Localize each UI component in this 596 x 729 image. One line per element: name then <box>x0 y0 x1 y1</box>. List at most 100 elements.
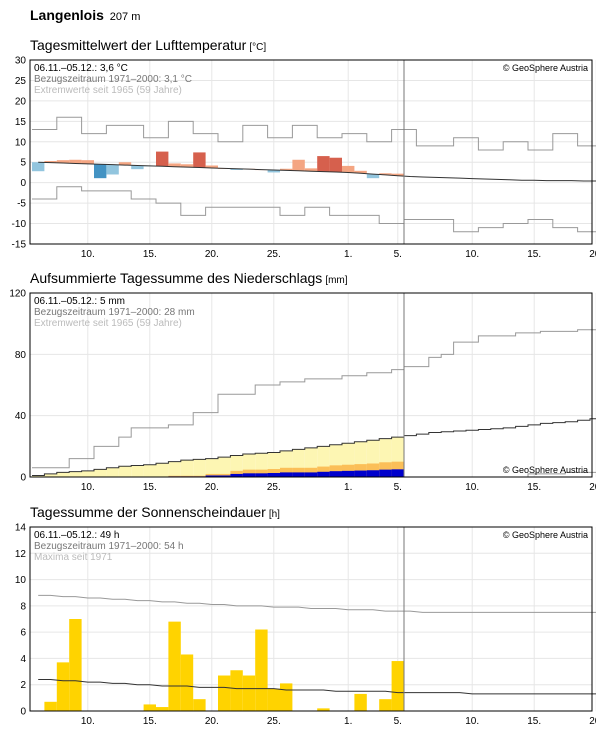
temp-ytick-label: 10 <box>15 137 27 148</box>
temperature-title-unit: [°C] <box>249 42 267 53</box>
precip-cumulative-bar <box>218 475 231 477</box>
sun-xtick-label: 20. <box>205 716 219 727</box>
precip-cumulative-bar <box>366 470 380 477</box>
temp-legend-normal: Bezugszeitraum 1971–2000: 3,1 °C <box>34 74 192 85</box>
sun-ytick-label: 12 <box>15 549 27 560</box>
sun-ytick-label: 4 <box>20 654 26 665</box>
precip-current-area <box>180 475 194 477</box>
sun-bar <box>267 688 280 711</box>
sunshine-title-unit: [h] <box>268 509 280 520</box>
precip-cumulative-bar <box>329 471 342 477</box>
precip-xtick-label: 15. <box>143 482 157 493</box>
sun-xtick-label: 20. <box>589 716 596 727</box>
precip-normal-area <box>131 465 144 477</box>
station-name: Langenlois <box>30 7 104 23</box>
precip-cumulative-bar <box>391 469 404 477</box>
precip-xtick-label: 5. <box>394 482 402 493</box>
temp-bar <box>168 163 181 167</box>
precipitation-chart-title: Aufsummierte Tagessumme des Niederschlag… <box>30 270 348 286</box>
sun-bar <box>230 670 243 711</box>
station-header: Langenlois 207 m <box>30 7 140 23</box>
precip-normal-area <box>118 466 132 477</box>
temp-bar <box>156 151 169 167</box>
sun-bar <box>180 654 194 711</box>
temp-normal-line <box>38 161 596 182</box>
precip-normal-area <box>106 467 119 477</box>
temp-bar <box>56 160 70 164</box>
precip-normal-area <box>156 463 169 477</box>
precip-current-area <box>193 475 206 477</box>
temp-legend-current: 06.11.–05.12.: 3,6 °C <box>34 63 128 74</box>
sun-bar <box>317 708 330 711</box>
sun-xtick-label: 15. <box>143 716 157 727</box>
sun-maxima-line <box>38 594 596 613</box>
precip-ytick-label: 120 <box>9 289 26 300</box>
precip-normal-area <box>56 472 70 477</box>
sun-xtick-label: 10. <box>465 716 479 727</box>
sun-ytick-label: 0 <box>20 707 26 718</box>
temp-bar <box>366 174 380 179</box>
temp-bar <box>280 168 293 171</box>
temperature-title-text: Tagesmittelwert der Lufttemperatur <box>30 37 247 53</box>
temp-bar <box>230 168 243 170</box>
temp-copyright: © GeoSphere Austria <box>503 63 588 73</box>
precip-current-area <box>168 475 181 477</box>
temp-bar <box>118 162 132 166</box>
temp-bar <box>342 165 355 173</box>
temp-bar <box>205 165 218 168</box>
temp-bar <box>354 170 367 174</box>
temp-bar <box>267 169 280 173</box>
sun-bar <box>168 621 181 711</box>
sunshine-chart: 0 2 4 6 8 10 12 14 10. 15. 20. 25. 1. 5. 10. 15. 20. 06.1… <box>15 523 596 727</box>
sun-bar <box>143 704 156 711</box>
precip-cumulative-bar <box>342 470 355 477</box>
sunshine-chart-title: Tagessumme der Sonnenscheindauer [h] <box>30 504 280 520</box>
temp-bar <box>304 168 318 172</box>
precip-ytick-label: 80 <box>15 350 27 361</box>
precip-cumulative-bar <box>205 475 218 477</box>
sun-legend-current: 06.11.–05.12.: 49 h <box>34 530 119 541</box>
precip-normal-area <box>218 457 231 477</box>
sun-bar <box>156 707 169 711</box>
sun-bar <box>255 629 268 711</box>
sun-xtick-label: 15. <box>527 716 541 727</box>
precip-ytick-label: 40 <box>15 411 27 422</box>
temp-bar <box>180 164 194 168</box>
precip-xtick-label: 1. <box>344 482 352 493</box>
temp-xtick-label: 15. <box>527 249 541 260</box>
temp-bar <box>391 173 404 176</box>
sun-xtick-label: 5. <box>394 716 402 727</box>
precip-extreme-max-line <box>32 329 596 469</box>
temp-xtick-label: 10. <box>81 249 95 260</box>
sun-bar <box>218 675 231 711</box>
sun-bar <box>193 699 206 711</box>
temp-ytick-label: 0 <box>20 178 26 189</box>
precip-cumulative-bar <box>292 472 305 477</box>
precip-normal-area <box>180 460 194 477</box>
temp-xtick-label: 1. <box>344 249 352 260</box>
precip-cumulative-bar <box>242 473 256 477</box>
precip-xtick-label: 25. <box>267 482 281 493</box>
precip-normal-area <box>44 473 57 477</box>
temp-ytick-label: -10 <box>12 219 27 230</box>
precip-normal-area <box>81 470 94 477</box>
precip-copyright: © GeoSphere Austria <box>503 465 588 475</box>
temp-bar <box>106 164 119 175</box>
precip-normal-area <box>143 464 156 477</box>
sun-plot-frame <box>29 526 593 712</box>
precipitation-title-text: Aufsummierte Tagessumme des Niederschlag… <box>30 270 323 286</box>
precip-normal-line <box>32 418 596 476</box>
temp-bar <box>317 156 330 172</box>
temp-bar <box>329 157 342 173</box>
sun-ytick-label: 2 <box>20 680 26 691</box>
precip-cumulative-bar <box>304 472 318 477</box>
precip-xtick-label: 20. <box>589 482 596 493</box>
temp-bar <box>81 160 94 164</box>
sun-bar <box>391 661 404 711</box>
temp-bar <box>131 165 144 170</box>
sun-xtick-label: 1. <box>344 716 352 727</box>
precip-cumulative-bar <box>354 470 367 477</box>
temp-bar <box>292 159 305 171</box>
precip-cumulative-bar <box>280 472 293 477</box>
precipitation-chart: 0 40 80 120 10. 15. 20. 25. 1. 5. 10. 15. 20. 06.11.–… <box>9 289 596 493</box>
